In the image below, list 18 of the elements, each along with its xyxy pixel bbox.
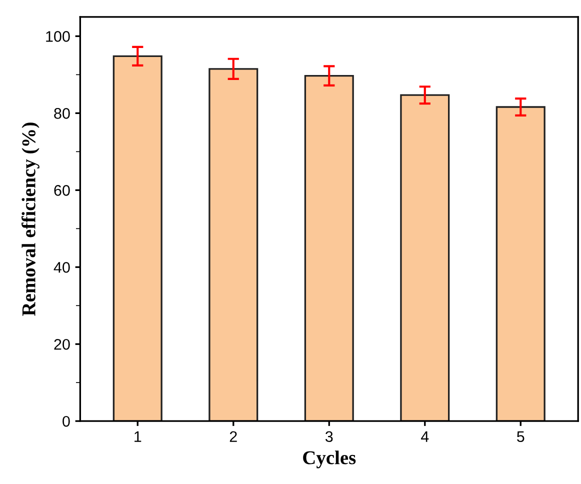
y-tick-label: 100 bbox=[46, 31, 70, 42]
x-axis-title: Cycles bbox=[303, 450, 356, 468]
x-tick-label: 5 bbox=[517, 431, 524, 442]
bar bbox=[208, 68, 258, 422]
y-tick-label: 20 bbox=[54, 338, 70, 350]
y-tick-label: 80 bbox=[54, 108, 70, 119]
bar bbox=[112, 55, 162, 422]
bar bbox=[496, 106, 546, 422]
y-tick-label: 40 bbox=[54, 262, 70, 273]
bar bbox=[304, 74, 354, 422]
x-tick-label: 1 bbox=[134, 431, 142, 442]
x-tick-label: 4 bbox=[420, 431, 429, 442]
x-tick-label: 3 bbox=[325, 431, 333, 442]
y-tick-label: 0 bbox=[62, 416, 70, 427]
y-axis-title: Removal efficiency (%) bbox=[22, 122, 40, 316]
bar bbox=[400, 94, 450, 422]
x-tick-label: 2 bbox=[230, 431, 237, 442]
y-tick-label: 60 bbox=[54, 185, 70, 196]
